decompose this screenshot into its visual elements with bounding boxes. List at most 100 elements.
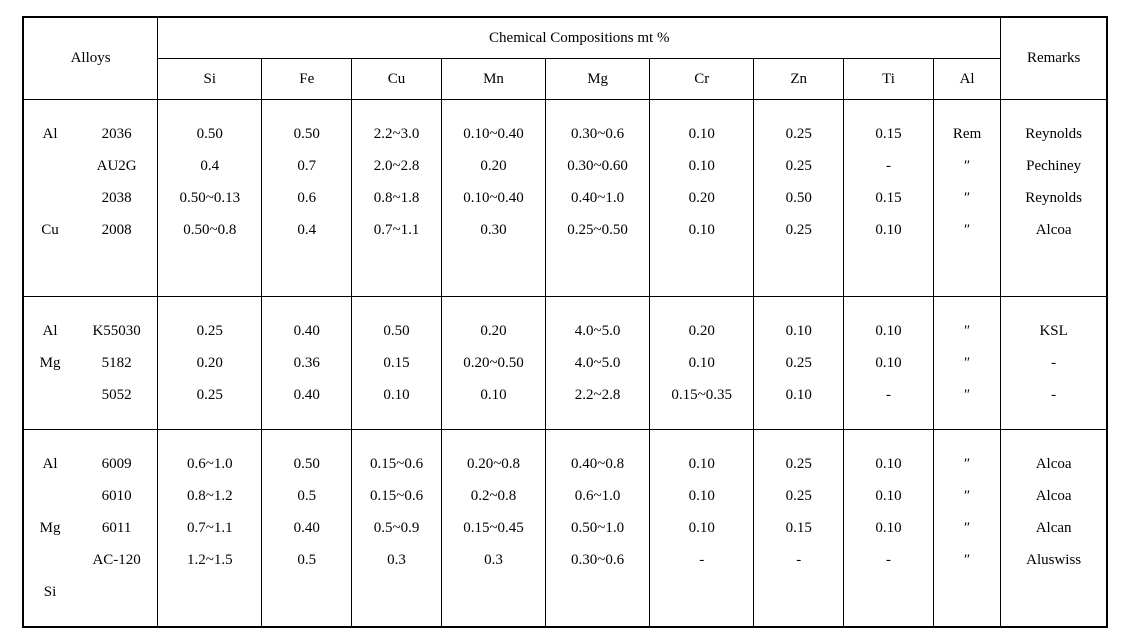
spacer-cell <box>1001 430 1107 449</box>
value-cell-mn <box>441 576 545 608</box>
remarks-cell: - <box>1001 379 1107 411</box>
remarks-cell: - <box>1001 347 1107 379</box>
remarks-cell: Reynolds <box>1001 118 1107 150</box>
value-cell-si: 0.8~1.2 <box>158 480 262 512</box>
value-cell-mg: 0.40~1.0 <box>546 182 650 214</box>
value-cell-ti: - <box>844 544 934 576</box>
value-cell-ti: 0.10 <box>844 480 934 512</box>
spacer-cell <box>754 411 844 430</box>
value-cell-cu: 0.5~0.9 <box>352 512 442 544</box>
spacer-cell <box>352 297 442 316</box>
remarks-cell: Pechiney <box>1001 150 1107 182</box>
alloy-grade-cell: 6009 <box>76 448 158 480</box>
spacer-cell <box>262 297 352 316</box>
header-ti: Ti <box>844 59 934 100</box>
value-cell-fe: 0.7 <box>262 150 352 182</box>
alloy-system-cell: Cu <box>23 214 76 246</box>
value-cell-cr: 0.10 <box>650 480 754 512</box>
remarks-cell: Alcoa <box>1001 448 1107 480</box>
value-cell-mg: 4.0~5.0 <box>546 347 650 379</box>
spacer-cell <box>23 430 76 449</box>
value-cell-mn: 0.30 <box>441 214 545 246</box>
alloy-grade-cell: 2008 <box>76 214 158 246</box>
value-cell-mg <box>546 246 650 278</box>
value-cell-mg: 0.6~1.0 <box>546 480 650 512</box>
spacer-cell <box>262 100 352 119</box>
alloy-grade-cell: 5182 <box>76 347 158 379</box>
spacer-cell <box>441 100 545 119</box>
value-cell-ti: - <box>844 379 934 411</box>
header-mn: Mn <box>441 59 545 100</box>
spacer-cell <box>23 100 76 119</box>
header-comp-title: Chemical Compositions mt % <box>158 17 1001 59</box>
header-al: Al <box>933 59 1000 100</box>
value-cell-mn: 0.10~0.40 <box>441 118 545 150</box>
remarks-cell: Aluswiss <box>1001 544 1107 576</box>
value-cell-al: ″ <box>933 379 1000 411</box>
value-cell-cr <box>650 576 754 608</box>
spacer-cell <box>352 411 442 430</box>
spacer-cell <box>441 297 545 316</box>
spacer-cell <box>158 278 262 297</box>
value-cell-si: 0.50~0.13 <box>158 182 262 214</box>
spacer-cell <box>933 608 1000 627</box>
alloy-system-cell <box>23 544 76 576</box>
spacer-cell <box>546 100 650 119</box>
spacer-cell <box>933 430 1000 449</box>
spacer-cell <box>844 430 934 449</box>
alloy-grade-cell <box>76 576 158 608</box>
value-cell-mg: 4.0~5.0 <box>546 315 650 347</box>
alloy-system-cell <box>23 246 76 278</box>
value-cell-zn: 0.50 <box>754 182 844 214</box>
spacer-cell <box>754 608 844 627</box>
alloy-system-cell <box>23 379 76 411</box>
value-cell-ti: 0.15 <box>844 118 934 150</box>
spacer-cell <box>23 411 76 430</box>
value-cell-mn: 0.20 <box>441 315 545 347</box>
spacer-cell <box>546 608 650 627</box>
spacer-cell <box>1001 297 1107 316</box>
value-cell-cu: 0.3 <box>352 544 442 576</box>
value-cell-fe: 0.40 <box>262 379 352 411</box>
value-cell-ti: 0.10 <box>844 315 934 347</box>
alloy-grade-cell: AU2G <box>76 150 158 182</box>
spacer-cell <box>76 278 158 297</box>
value-cell-cr: 0.20 <box>650 315 754 347</box>
value-cell-ti: 0.10 <box>844 512 934 544</box>
value-cell-fe: 0.5 <box>262 544 352 576</box>
spacer-cell <box>23 297 76 316</box>
spacer-cell <box>754 100 844 119</box>
value-cell-ti: 0.15 <box>844 182 934 214</box>
value-cell-ti <box>844 576 934 608</box>
value-cell-si: 0.4 <box>158 150 262 182</box>
spacer-cell <box>754 297 844 316</box>
alloy-system-cell: Mg <box>23 347 76 379</box>
value-cell-si <box>158 246 262 278</box>
value-cell-si: 1.2~1.5 <box>158 544 262 576</box>
spacer-cell <box>352 278 442 297</box>
table-header: Alloys Chemical Compositions mt % Remark… <box>23 17 1107 100</box>
remarks-cell: Alcoa <box>1001 480 1107 512</box>
value-cell-cr: - <box>650 544 754 576</box>
value-cell-zn: 0.25 <box>754 347 844 379</box>
table-row: 50520.250.400.100.102.2~2.80.15~0.350.10… <box>23 379 1107 411</box>
value-cell-cr: 0.10 <box>650 150 754 182</box>
value-cell-fe: 0.4 <box>262 214 352 246</box>
spacer-cell <box>262 411 352 430</box>
value-cell-cr: 0.10 <box>650 448 754 480</box>
spacer-cell <box>441 278 545 297</box>
spacer-cell <box>158 411 262 430</box>
value-cell-al <box>933 576 1000 608</box>
value-cell-zn: 0.25 <box>754 448 844 480</box>
value-cell-cr: 0.10 <box>650 512 754 544</box>
spacer-cell <box>76 100 158 119</box>
header-remarks: Remarks <box>1001 17 1107 100</box>
spacer-cell <box>1001 100 1107 119</box>
alloy-composition-table: Alloys Chemical Compositions mt % Remark… <box>22 16 1108 628</box>
spacer-cell <box>76 297 158 316</box>
spacer-cell <box>844 411 934 430</box>
value-cell-mg: 0.30~0.60 <box>546 150 650 182</box>
value-cell-zn: 0.25 <box>754 214 844 246</box>
value-cell-si: 0.25 <box>158 315 262 347</box>
spacer-cell <box>933 100 1000 119</box>
